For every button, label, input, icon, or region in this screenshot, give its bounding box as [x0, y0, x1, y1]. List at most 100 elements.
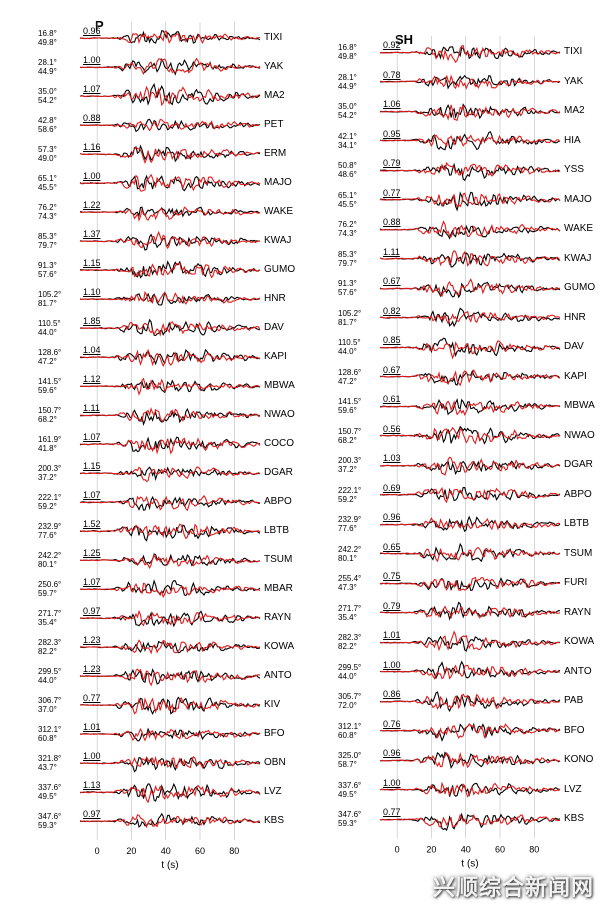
- station-label: KIV: [264, 699, 280, 710]
- trace-meta: 35.0°54.2°: [338, 102, 378, 120]
- trace-waveform: [380, 796, 560, 843]
- station-label: DAV: [564, 341, 584, 352]
- trace-meta: 337.6°49.5°: [338, 781, 378, 799]
- station-label: MA2: [264, 90, 285, 101]
- station-label: RAYN: [264, 612, 291, 623]
- trace-meta: 242.2°80.1°: [338, 545, 378, 563]
- station-label: MA2: [564, 105, 585, 116]
- station-label: BFO: [564, 725, 585, 736]
- svg-text:40: 40: [461, 845, 471, 855]
- trace-waveform: [80, 798, 260, 844]
- trace-meta: 347.6°59.3°: [38, 812, 78, 830]
- trace-meta: 321.8°43.7°: [38, 754, 78, 772]
- station-label: NWAO: [564, 430, 595, 441]
- trace-meta: 28.1°44.9°: [38, 58, 78, 76]
- station-label: WAKE: [564, 223, 593, 234]
- svg-text:0: 0: [395, 845, 400, 855]
- trace-meta: 91.3°57.6°: [38, 261, 78, 279]
- trace-meta: 50.8°48.6°: [338, 161, 378, 179]
- station-label: ABPO: [564, 489, 592, 500]
- station-label: PET: [264, 119, 283, 130]
- station-label: HIA: [564, 135, 581, 146]
- trace-meta: 16.8°49.8°: [338, 43, 378, 61]
- trace-meta: 312.1°60.8°: [338, 722, 378, 740]
- station-label: LVZ: [564, 784, 582, 795]
- trace-meta: 91.3°57.6°: [338, 279, 378, 297]
- trace-meta: 105.2°81.7°: [38, 290, 78, 308]
- trace-meta: 85.3°79.7°: [338, 250, 378, 268]
- trace-meta: 57.3°49.0°: [38, 145, 78, 163]
- trace-meta: 161.9°41.8°: [38, 435, 78, 453]
- trace-meta: 150.7°68.2°: [338, 427, 378, 445]
- trace-meta: 299.5°44.0°: [338, 663, 378, 681]
- station-label: ANTO: [264, 670, 292, 681]
- trace-meta: 282.3°82.2°: [338, 633, 378, 651]
- station-label: TIXI: [564, 46, 582, 57]
- trace-meta: 65.1°45.5°: [38, 174, 78, 192]
- trace-meta: 347.6°59.3°: [338, 810, 378, 828]
- station-label: KBS: [564, 813, 584, 824]
- station-label: TSUM: [264, 554, 292, 565]
- station-label: KAPI: [264, 351, 287, 362]
- station-label: YAK: [564, 76, 583, 87]
- station-label: KOWA: [264, 641, 294, 652]
- trace-meta: 325.0°58.7°: [338, 751, 378, 769]
- trace-meta: 141.5°59.6°: [338, 397, 378, 415]
- svg-text:60: 60: [195, 846, 205, 856]
- station-label: PAB: [564, 695, 583, 706]
- station-label: MAJO: [264, 177, 292, 188]
- station-label: KAPI: [564, 371, 587, 382]
- trace-meta: 76.2°74.3°: [338, 220, 378, 238]
- station-label: ERM: [264, 148, 286, 159]
- trace-meta: 232.9°77.6°: [38, 522, 78, 540]
- station-label: HNR: [264, 293, 286, 304]
- trace-meta: 271.7°35.4°: [338, 604, 378, 622]
- station-label: KOWA: [564, 636, 594, 647]
- svg-text:80: 80: [529, 845, 539, 855]
- svg-text:t (s): t (s): [161, 860, 178, 871]
- svg-text:20: 20: [126, 846, 136, 856]
- trace-meta: 337.6°49.5°: [38, 783, 78, 801]
- svg-text:80: 80: [229, 846, 239, 856]
- trace-meta: 255.4°47.3°: [338, 574, 378, 592]
- trace-meta: 28.1°44.9°: [338, 73, 378, 91]
- station-label: LBTB: [564, 518, 589, 529]
- station-label: DGAR: [264, 467, 293, 478]
- trace-meta: 141.5°59.6°: [38, 377, 78, 395]
- station-label: ANTO: [564, 666, 592, 677]
- station-label: ABPO: [264, 496, 292, 507]
- svg-text:0: 0: [95, 846, 100, 856]
- trace-meta: 200.3°37.2°: [338, 456, 378, 474]
- trace-meta: 222.1°59.2°: [38, 493, 78, 511]
- station-label: GUMO: [264, 264, 295, 275]
- station-label: OBN: [264, 757, 286, 768]
- trace-meta: 299.5°44.0°: [38, 667, 78, 685]
- trace-meta: 76.2°74.3°: [38, 203, 78, 221]
- trace-meta: 85.3°79.7°: [38, 232, 78, 250]
- trace-meta: 200.3°37.2°: [38, 464, 78, 482]
- svg-text:60: 60: [495, 845, 505, 855]
- station-label: NWAO: [264, 409, 295, 420]
- station-label: DGAR: [564, 459, 593, 470]
- trace-meta: 16.8°49.8°: [38, 29, 78, 47]
- station-label: WAKE: [264, 206, 293, 217]
- trace-meta: 128.6°47.2°: [338, 368, 378, 386]
- station-label: HNR: [564, 312, 586, 323]
- trace-meta: 306.7°37.0°: [38, 696, 78, 714]
- station-label: TSUM: [564, 548, 592, 559]
- station-label: LVZ: [264, 786, 282, 797]
- station-label: COCO: [264, 438, 294, 449]
- station-label: MBAR: [264, 583, 293, 594]
- trace-meta: 110.5°44.0°: [38, 319, 78, 337]
- station-label: DAV: [264, 322, 284, 333]
- trace-meta: 305.7°72.0°: [338, 692, 378, 710]
- trace-meta: 42.8°58.6°: [38, 116, 78, 134]
- station-label: KONO: [564, 754, 593, 765]
- svg-text:t (s): t (s): [461, 859, 478, 870]
- trace-meta: 42.1°34.1°: [338, 132, 378, 150]
- svg-text:20: 20: [426, 845, 436, 855]
- station-label: RAYN: [564, 607, 591, 618]
- station-label: TIXI: [264, 32, 282, 43]
- trace-meta: 35.0°54.2°: [38, 87, 78, 105]
- trace-meta: 271.7°35.4°: [38, 609, 78, 627]
